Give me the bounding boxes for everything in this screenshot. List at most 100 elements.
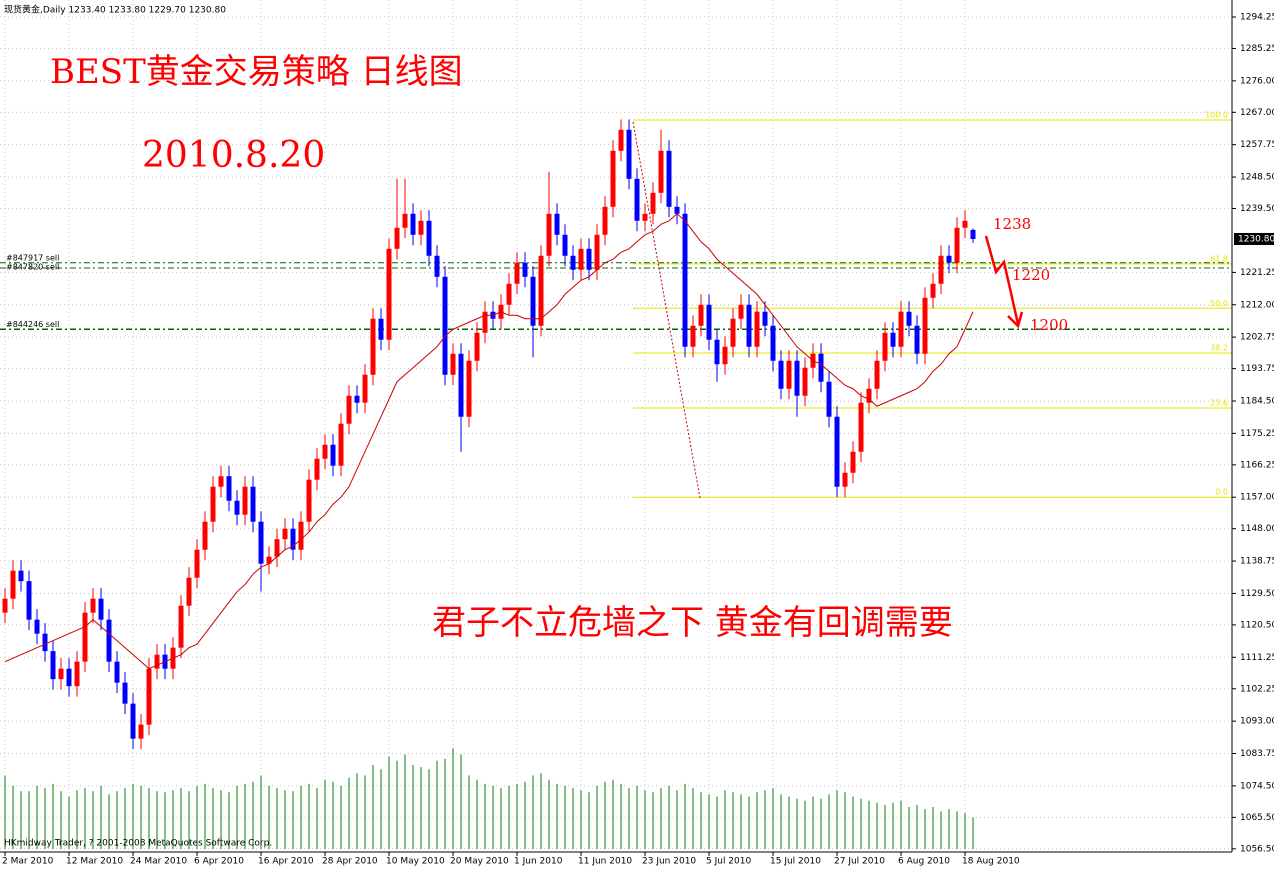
- x-tick-label: 2 Mar 2010: [2, 857, 54, 867]
- candle-body: [578, 248, 584, 270]
- candle-body: [770, 325, 776, 361]
- chart-title: BEST黄金交易策略 日线图: [50, 52, 463, 92]
- candle-body: [90, 598, 96, 613]
- candle-body: [314, 458, 320, 480]
- candle-body: [50, 651, 56, 680]
- fib-label: 61.8: [1210, 254, 1228, 263]
- order-label: #847820 sell: [6, 263, 59, 272]
- y-tick-label: 1111.25: [1240, 653, 1274, 663]
- candle-body: [138, 724, 144, 739]
- candle-body: [10, 570, 16, 599]
- y-tick-label: 1065.50: [1240, 813, 1274, 823]
- candle-body: [186, 577, 192, 606]
- candle-body: [370, 318, 376, 375]
- candle-body: [906, 311, 912, 326]
- y-tick-label: 1129.50: [1240, 589, 1274, 599]
- candle-body: [658, 150, 664, 193]
- candle-body: [418, 220, 424, 235]
- y-tick-label: 1276.00: [1240, 76, 1274, 86]
- grid: [0, 0, 1232, 852]
- y-tick-label: 1102.25: [1240, 684, 1274, 694]
- candle-body: [322, 444, 328, 459]
- candle-body: [586, 248, 592, 270]
- candle-body: [522, 262, 528, 277]
- candle-body: [58, 668, 64, 680]
- y-tick-label: 1074.50: [1240, 781, 1274, 791]
- candle-body: [282, 528, 288, 540]
- candle-body: [794, 360, 800, 396]
- target-label: 1200: [1030, 316, 1068, 334]
- candle-body: [546, 213, 552, 256]
- annotation: 君子不立危墙之下 黄金有回调需要: [432, 603, 953, 643]
- candle-body: [434, 255, 440, 277]
- x-tick-label: 6 Apr 2010: [194, 857, 244, 867]
- candle-body: [122, 682, 128, 704]
- candle-body: [530, 276, 536, 326]
- candle-body: [930, 283, 936, 298]
- candle-body: [114, 661, 120, 683]
- candle-body: [386, 248, 392, 340]
- y-tick-label: 1175.25: [1240, 429, 1274, 439]
- order-label: #844246 sell: [6, 320, 59, 329]
- copyright: HKmidway Trader, ? 2001-2008 MetaQuotes …: [4, 839, 272, 849]
- x-tick-label: 20 May 2010: [450, 857, 509, 867]
- candle-body: [378, 318, 384, 340]
- candle-body: [938, 255, 944, 284]
- candle-body: [466, 360, 472, 417]
- candle-body: [554, 213, 560, 235]
- current-price-box: [1234, 232, 1274, 245]
- candle-body: [394, 227, 400, 249]
- candle-body: [210, 486, 216, 522]
- candle-body: [866, 388, 872, 403]
- y-tick-label: 1093.00: [1240, 717, 1274, 727]
- fib-label: 0.0: [1215, 488, 1228, 497]
- y-tick-label: 1184.50: [1240, 396, 1274, 406]
- candle-body: [778, 360, 784, 389]
- candle-body: [458, 353, 464, 417]
- candle-body: [354, 395, 360, 403]
- candle-body: [922, 297, 928, 354]
- candle-body: [514, 262, 520, 284]
- x-tick-label: 11 Jun 2010: [578, 857, 632, 867]
- candle-body: [730, 318, 736, 347]
- y-tick-label: 1221.25: [1240, 268, 1274, 278]
- current-price-label: 1230.80: [1238, 234, 1274, 244]
- y-tick-label: 1157.00: [1240, 493, 1274, 503]
- candle-body: [706, 304, 712, 340]
- candle-body: [818, 353, 824, 382]
- candle-body: [858, 402, 864, 452]
- candle-body: [610, 150, 616, 207]
- candle-body: [570, 255, 576, 270]
- candle-body: [306, 479, 312, 522]
- y-tick-label: 1148.00: [1240, 524, 1274, 534]
- x-tick-label: 12 Mar 2010: [66, 857, 123, 867]
- forecast-arrow: [984, 235, 1020, 325]
- candle-body: [802, 367, 808, 396]
- candle-body: [338, 423, 344, 466]
- target-label: 1238: [993, 215, 1031, 233]
- candle-body: [34, 619, 40, 634]
- candle-body: [290, 528, 296, 550]
- y-tick-label: 1257.75: [1240, 140, 1274, 150]
- candle-body: [754, 311, 760, 347]
- candle-body: [402, 213, 408, 228]
- candle-body: [346, 395, 352, 424]
- x-tick-label: 18 Aug 2010: [962, 857, 1020, 867]
- candle-body: [410, 213, 416, 235]
- x-tick-label: 16 Apr 2010: [258, 857, 314, 867]
- candle-body: [362, 374, 368, 403]
- candle-body: [882, 332, 888, 361]
- y-tick-label: 1166.25: [1240, 460, 1274, 470]
- candle-body: [242, 486, 248, 515]
- candle-body: [482, 311, 488, 333]
- y-tick-label: 1138.75: [1240, 557, 1274, 567]
- y-tick-label: 1212.00: [1240, 300, 1274, 310]
- candle-body: [130, 703, 136, 739]
- candle-body: [890, 332, 896, 347]
- candle-body: [154, 654, 160, 669]
- candle-body: [722, 346, 728, 365]
- candle-body: [762, 311, 768, 326]
- candle-body: [666, 150, 672, 207]
